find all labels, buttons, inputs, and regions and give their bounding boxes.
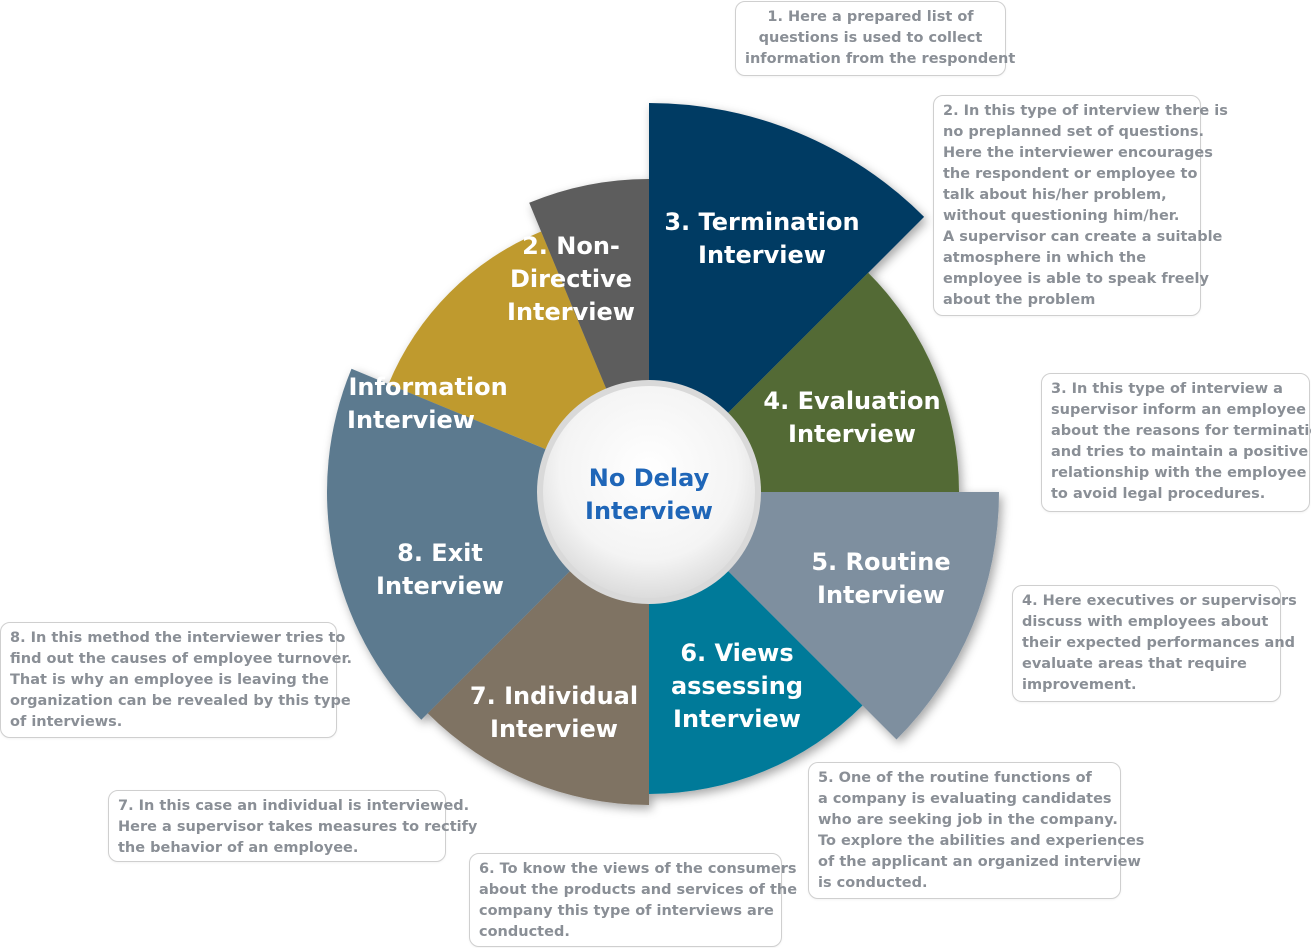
segment-label-views: Interview xyxy=(673,705,801,733)
segment-label-exit: Interview xyxy=(376,572,504,600)
note-1-line: information from the respondent xyxy=(745,51,1016,67)
note-5-line: is conducted. xyxy=(818,875,928,891)
segment-label-info: 1. Information xyxy=(314,373,507,401)
note-3-line: to avoid legal procedures. xyxy=(1051,486,1266,502)
note-6-line: company this type of interviews are xyxy=(479,903,774,919)
note-8-line: 8. In this method the interviewer tries … xyxy=(10,630,346,646)
note-2-line: Here the interviewer encourages xyxy=(943,145,1213,161)
note-6-line: 6. To know the views of the consumers xyxy=(479,861,797,877)
note-2-line: about the problem xyxy=(943,292,1096,308)
note-4-line: their expected performances and xyxy=(1022,635,1296,651)
note-5-line: 5. One of the routine functions of xyxy=(818,770,1092,786)
segment-label-nondir: Directive xyxy=(510,265,632,293)
note-7-individual-interview: 7. In this case an individual is intervi… xyxy=(108,790,478,862)
note-6-line: about the products and services of the xyxy=(479,882,798,898)
segment-label-individual: 7. Individual xyxy=(470,682,638,710)
segment-label-views: 6. Views xyxy=(680,639,793,667)
note-1-information-interview: 1. Here a prepared list of questions is … xyxy=(735,1,1016,76)
center-title-line2: Interview xyxy=(585,497,713,525)
note-4-line: evaluate areas that require xyxy=(1022,656,1247,672)
note-2-line: without questioning him/her. xyxy=(943,208,1180,224)
segment-label-info: Interview xyxy=(347,406,475,434)
note-1-line: questions is used to collect xyxy=(758,30,983,46)
note-2-line: employee is able to speak freely xyxy=(943,271,1209,287)
segment-label-routine: Interview xyxy=(817,581,945,609)
note-3-line: supervisor inform an employee xyxy=(1051,402,1306,418)
segment-label-term: Interview xyxy=(698,241,826,269)
segment-label-routine: 5. Routine xyxy=(811,548,950,576)
center-circle xyxy=(543,386,755,598)
note-1-line: 1. Here a prepared list of xyxy=(767,9,974,25)
note-7-line: 7. In this case an individual is intervi… xyxy=(118,798,470,814)
note-3-line: relationship with the employee xyxy=(1051,465,1307,481)
segment-label-individual: Interview xyxy=(490,715,618,743)
note-8-line: find out the causes of employee turnover… xyxy=(10,651,353,667)
note-3-line: and tries to maintain a positive xyxy=(1051,444,1309,460)
segment-label-nondir: Interview xyxy=(507,298,635,326)
note-8-exit-interview: 8. In this method the interviewer tries … xyxy=(0,622,353,738)
note-2-non-directive-interview: 2. In this type of interview there is no… xyxy=(933,95,1228,316)
segment-term xyxy=(649,102,925,492)
note-3-termination-interview: 3. In this type of interview a superviso… xyxy=(1041,373,1311,512)
segment-label-nondir: 2. Non- xyxy=(522,232,620,260)
note-8-line: organization can be revealed by this typ… xyxy=(10,693,351,709)
note-2-line: atmosphere in which the xyxy=(943,250,1147,266)
note-5-line: a company is evaluating candidates xyxy=(818,791,1112,807)
segment-label-exit: 8. Exit xyxy=(397,539,483,567)
note-4-line: 4. Here executives or supervisors xyxy=(1022,593,1297,609)
note-6-line: conducted. xyxy=(479,924,570,940)
note-8-line: That is why an employee is leaving the xyxy=(10,672,329,688)
note-8-line: of interviews. xyxy=(10,714,123,730)
center-title-line1: No Delay xyxy=(589,464,710,492)
segment-label-eval: 4. Evaluation xyxy=(763,387,940,415)
note-4-line: improvement. xyxy=(1022,677,1137,693)
segment-label-eval: Interview xyxy=(788,420,916,448)
note-3-line: about the reasons for termination xyxy=(1051,423,1311,439)
note-2-line: no preplanned set of questions. xyxy=(943,124,1204,140)
note-4-line: discuss with employees about xyxy=(1022,614,1269,630)
note-6-views-assessing-interview: 6. To know the views of the consumers ab… xyxy=(469,853,798,947)
note-7-line: Here a supervisor takes measures to rect… xyxy=(118,819,478,835)
note-2-line: A supervisor can create a suitable xyxy=(943,229,1223,245)
note-5-line: To explore the abilities and experiences xyxy=(818,833,1145,849)
note-7-line: the behavior of an employee. xyxy=(118,840,359,856)
note-2-line: talk about his/her problem, xyxy=(943,187,1167,203)
segment-label-term: 3. Termination xyxy=(664,208,859,236)
note-2-line: the respondent or employee to xyxy=(943,166,1198,182)
note-2-line: 2. In this type of interview there is xyxy=(943,103,1228,119)
note-5-routine-interview: 5. One of the routine functions of a com… xyxy=(808,762,1145,899)
segment-exit xyxy=(326,368,649,720)
segment-label-views: assessing xyxy=(671,672,803,700)
note-3-line: 3. In this type of interview a xyxy=(1051,381,1283,397)
note-5-line: of the applicant an organized interview xyxy=(818,854,1141,870)
note-5-line: who are seeking job in the company. xyxy=(818,812,1118,828)
note-4-evaluation-interview: 4. Here executives or supervisors discus… xyxy=(1012,585,1297,702)
